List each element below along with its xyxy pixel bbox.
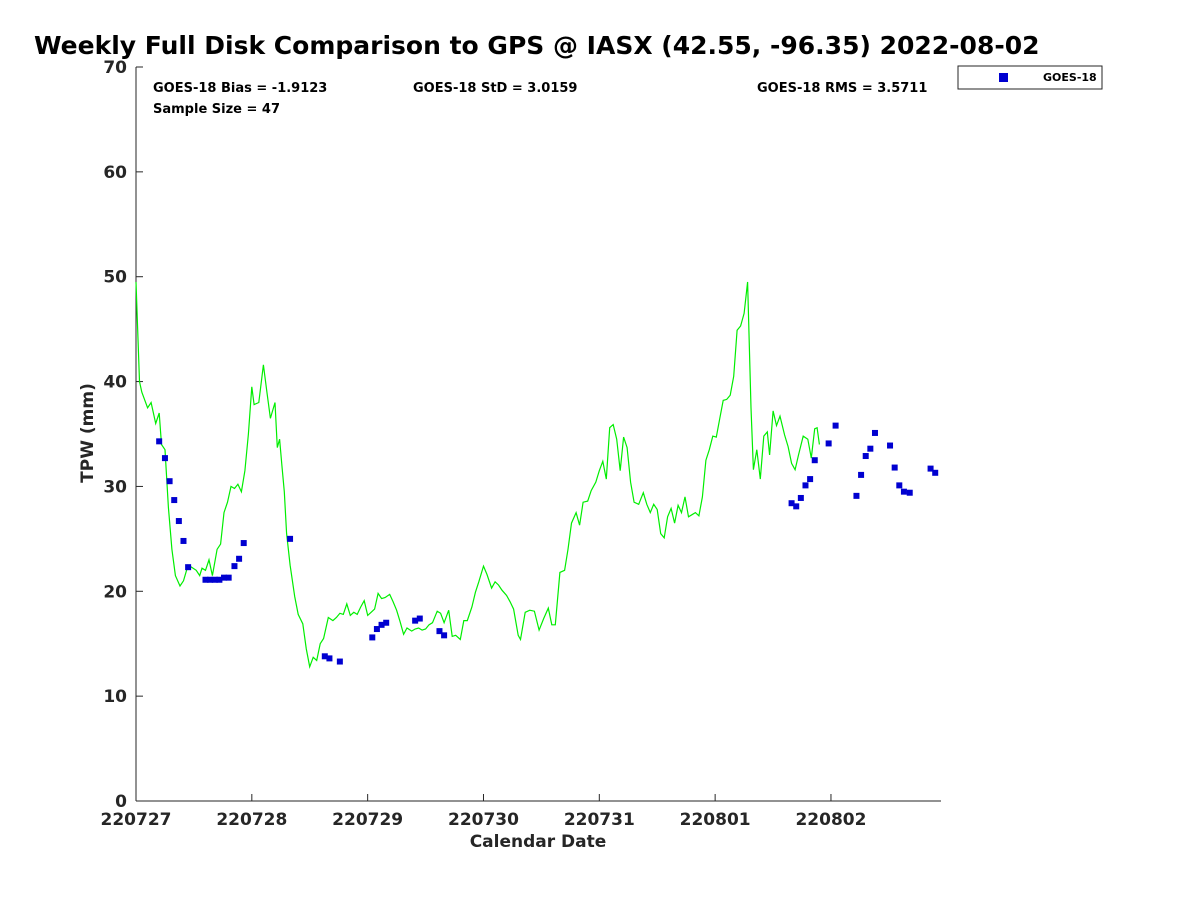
goes-18-point [336, 658, 343, 665]
goes-18-point [412, 617, 419, 624]
x-tick-label: 220731 [564, 810, 635, 830]
goes-18-point [231, 563, 238, 570]
goes-18-point [797, 494, 804, 501]
goes-18-points [156, 422, 939, 665]
goes-18-point [180, 537, 187, 544]
x-tick-label: 220729 [332, 810, 403, 830]
goes-18-point [383, 619, 390, 626]
x-tick-label: 220801 [680, 810, 751, 830]
goes-18-point [156, 438, 163, 445]
legend-label-goes-18: GOES-18 [1043, 71, 1097, 84]
goes-18-point [896, 482, 903, 489]
std-stat: GOES-18 StD = 3.0159 [413, 81, 577, 96]
goes-18-point [236, 555, 243, 562]
goes-18-point [369, 634, 376, 641]
goes-18-point [207, 576, 214, 583]
goes-18-point [871, 429, 878, 436]
y-tick-label: 20 [103, 582, 127, 602]
x-tick-label: 220730 [448, 810, 519, 830]
y-tick-label: 50 [103, 268, 127, 288]
y-tick-label: 40 [103, 373, 127, 393]
y-tick-label: 60 [103, 163, 127, 183]
goes-18-point [171, 497, 178, 504]
y-tick-label: 30 [103, 477, 127, 497]
goes-18-point [373, 626, 380, 633]
goes-18-point [832, 422, 839, 429]
goes-18-point [891, 464, 898, 471]
goes-18-point [441, 632, 448, 639]
goes-18-point [185, 564, 192, 571]
goes-18-point [867, 445, 874, 452]
goes-18-point [175, 518, 182, 525]
legend-marker-goes-18 [999, 73, 1008, 82]
legend-box [957, 65, 1103, 90]
goes-18-point [793, 503, 800, 510]
x-tick-label: 220727 [101, 810, 172, 830]
goes-18-point [788, 500, 795, 507]
goes-18-point [887, 442, 894, 449]
y-tick-label: 70 [103, 58, 127, 78]
x-ticks: 220727 220728 220729 220730 220731 220801 2208… [101, 794, 866, 830]
x-tick-label: 220802 [795, 810, 866, 830]
goes-18-point [858, 471, 865, 478]
goes-18-point [202, 576, 209, 583]
goes-18-point [326, 655, 333, 662]
y-tick-label: 10 [103, 687, 127, 707]
gps-tpw-line [135, 281, 820, 670]
goes-18-point [900, 488, 907, 495]
goes-18-point [221, 574, 228, 581]
legend: GOES-18 [957, 65, 1103, 90]
goes-18-point [862, 453, 869, 460]
x-tick-label: 220728 [216, 810, 287, 830]
goes-18-point [161, 455, 168, 462]
goes-18-point [378, 621, 385, 628]
chart-title: Weekly Full Disk Comparison to GPS @ IAS… [34, 31, 1040, 60]
goes-18-point [211, 576, 218, 583]
goes-18-point [853, 492, 860, 499]
sample-size-stat: Sample Size = 47 [153, 102, 280, 117]
goes-18-point [807, 476, 814, 483]
goes-18-point [166, 478, 173, 485]
goes-18-point [416, 615, 423, 622]
goes-18-point [436, 628, 443, 635]
x-axis-label: Calendar Date [470, 832, 607, 852]
y-tick-label: 0 [115, 792, 127, 812]
goes-18-point [225, 574, 232, 581]
axes [135, 67, 941, 802]
goes-18-point [802, 482, 809, 489]
goes-18-point [932, 469, 939, 476]
goes-18-point [906, 489, 913, 496]
goes-18-point [321, 653, 328, 660]
goes-18-point [927, 465, 934, 472]
goes-18-point [287, 535, 294, 542]
goes-18-point [240, 540, 247, 547]
rms-stat: GOES-18 RMS = 3.5711 [757, 81, 927, 96]
goes-18-point [825, 440, 832, 447]
goes-18-point [811, 457, 818, 464]
goes-18-point [216, 576, 223, 583]
y-axis-label: TPW (mm) [78, 383, 98, 483]
y-ticks: 0 10 20 30 40 50 60 70 [103, 58, 143, 812]
bias-stat: GOES-18 Bias = -1.9123 [153, 81, 327, 96]
